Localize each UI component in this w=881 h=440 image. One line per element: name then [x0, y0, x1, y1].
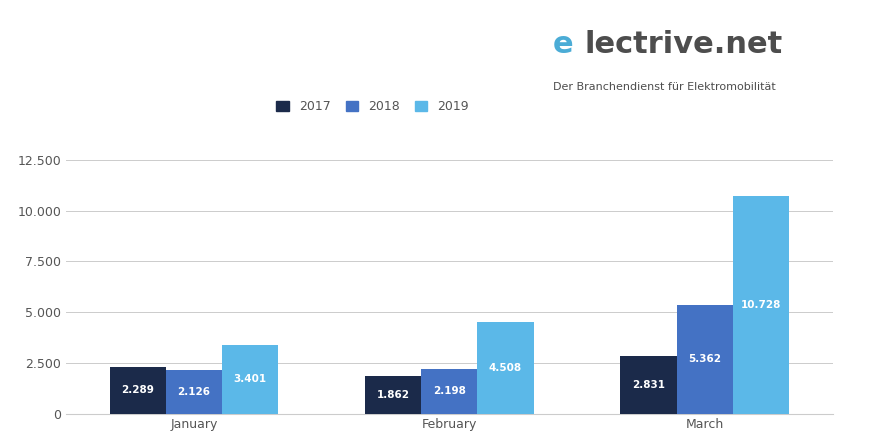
Text: 3.401: 3.401 — [233, 374, 267, 384]
Text: lectrive.net: lectrive.net — [585, 29, 783, 59]
Text: (Q1 2017, Q2018 & Q1 2019): (Q1 2017, Q2018 & Q1 2019) — [13, 71, 220, 84]
Bar — [620, 356, 677, 414]
Bar — [677, 305, 733, 414]
Text: e: e — [553, 29, 574, 59]
Bar — [733, 196, 789, 414]
Text: 10.728: 10.728 — [741, 300, 781, 310]
Bar — [421, 369, 478, 414]
Bar — [365, 376, 421, 414]
Bar — [478, 322, 534, 414]
Text: 2.831: 2.831 — [632, 380, 665, 390]
Text: 2.198: 2.198 — [433, 386, 466, 396]
Bar — [222, 345, 278, 414]
Text: 2.126: 2.126 — [177, 387, 211, 397]
Bar — [166, 370, 222, 414]
Text: 5.362: 5.362 — [688, 354, 722, 364]
Text: 2.289: 2.289 — [122, 385, 154, 396]
Text: Der Branchendienst für Elektromobilität: Der Branchendienst für Elektromobilität — [553, 82, 775, 92]
Text: 1.862: 1.862 — [376, 390, 410, 400]
Bar — [109, 367, 166, 414]
Text: 4.508: 4.508 — [489, 363, 522, 373]
Text: New registrations of battery electric passenger cars in Norway: New registrations of battery electric pa… — [13, 30, 467, 44]
Legend: 2017, 2018, 2019: 2017, 2018, 2019 — [277, 100, 469, 114]
